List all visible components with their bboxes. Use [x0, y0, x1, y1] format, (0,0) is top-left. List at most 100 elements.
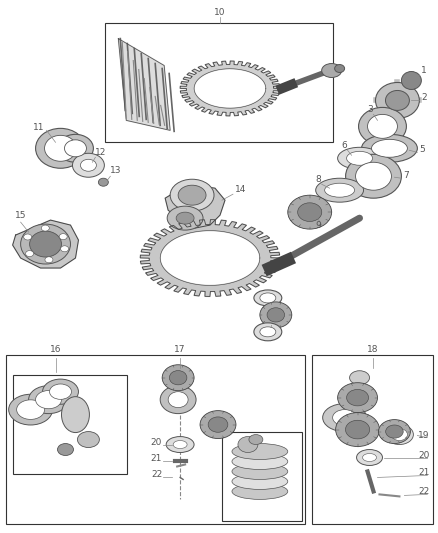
Polygon shape: [180, 61, 280, 116]
Ellipse shape: [9, 394, 53, 425]
Ellipse shape: [267, 308, 285, 322]
Ellipse shape: [254, 323, 282, 341]
Ellipse shape: [332, 410, 357, 425]
Ellipse shape: [178, 185, 206, 205]
Text: 7: 7: [403, 171, 409, 180]
Ellipse shape: [335, 64, 345, 72]
Ellipse shape: [386, 425, 403, 438]
Ellipse shape: [17, 400, 45, 419]
Ellipse shape: [338, 147, 381, 169]
Bar: [312, 355, 433, 524]
Ellipse shape: [298, 203, 322, 222]
Ellipse shape: [361, 134, 417, 162]
Text: 14: 14: [235, 185, 246, 194]
Ellipse shape: [99, 178, 108, 186]
Ellipse shape: [168, 392, 188, 408]
Text: 10: 10: [214, 8, 226, 17]
Ellipse shape: [260, 327, 276, 337]
Ellipse shape: [346, 151, 372, 165]
Ellipse shape: [232, 483, 288, 499]
Ellipse shape: [375, 83, 419, 118]
Text: 6: 6: [342, 141, 347, 150]
Polygon shape: [118, 38, 170, 131]
Ellipse shape: [346, 390, 368, 406]
Bar: [13, 375, 127, 474]
Ellipse shape: [57, 134, 93, 162]
Ellipse shape: [64, 140, 86, 157]
Ellipse shape: [323, 403, 367, 432]
Ellipse shape: [346, 154, 401, 198]
Ellipse shape: [254, 290, 282, 306]
Ellipse shape: [260, 302, 292, 328]
Ellipse shape: [60, 246, 69, 252]
Polygon shape: [165, 185, 225, 228]
Ellipse shape: [160, 386, 196, 414]
Text: 1: 1: [421, 66, 427, 75]
Ellipse shape: [357, 449, 382, 465]
Ellipse shape: [21, 224, 71, 264]
Ellipse shape: [385, 425, 413, 445]
Ellipse shape: [356, 162, 392, 190]
Ellipse shape: [392, 429, 407, 441]
Ellipse shape: [288, 195, 332, 229]
Ellipse shape: [232, 473, 288, 489]
Ellipse shape: [173, 441, 187, 449]
Ellipse shape: [359, 108, 406, 146]
Ellipse shape: [316, 178, 364, 202]
Bar: [222, 432, 302, 521]
Ellipse shape: [325, 183, 355, 197]
Ellipse shape: [49, 384, 71, 399]
Ellipse shape: [41, 225, 49, 231]
Ellipse shape: [350, 371, 370, 385]
Ellipse shape: [385, 91, 410, 110]
Bar: [106, 22, 332, 142]
Text: 20: 20: [418, 450, 429, 459]
Ellipse shape: [371, 139, 407, 157]
Text: 19: 19: [418, 431, 429, 440]
Ellipse shape: [346, 420, 370, 439]
Text: 21: 21: [418, 469, 429, 478]
Ellipse shape: [232, 454, 288, 470]
Text: 12: 12: [95, 148, 107, 157]
Text: 21: 21: [151, 455, 162, 464]
Ellipse shape: [336, 413, 379, 447]
Ellipse shape: [363, 454, 377, 462]
Ellipse shape: [166, 437, 194, 453]
Ellipse shape: [28, 386, 68, 414]
Ellipse shape: [59, 233, 67, 240]
Ellipse shape: [42, 379, 78, 404]
Polygon shape: [140, 220, 280, 296]
Ellipse shape: [238, 437, 258, 453]
Ellipse shape: [249, 434, 263, 445]
Text: 18: 18: [367, 345, 378, 354]
Ellipse shape: [232, 443, 288, 459]
Text: 8: 8: [316, 175, 321, 184]
Ellipse shape: [367, 115, 397, 139]
Ellipse shape: [72, 154, 104, 177]
Ellipse shape: [378, 419, 410, 443]
Ellipse shape: [170, 370, 187, 385]
Ellipse shape: [260, 293, 276, 303]
Ellipse shape: [321, 63, 342, 77]
Text: 22: 22: [151, 471, 162, 480]
Ellipse shape: [81, 159, 96, 171]
Ellipse shape: [57, 443, 74, 456]
Text: 13: 13: [110, 166, 122, 175]
Ellipse shape: [24, 234, 32, 240]
Text: 15: 15: [14, 211, 26, 220]
Ellipse shape: [25, 251, 34, 256]
Ellipse shape: [232, 464, 288, 480]
Text: 5: 5: [419, 146, 425, 154]
Ellipse shape: [162, 365, 194, 391]
Text: 3: 3: [367, 106, 373, 115]
Text: 9: 9: [316, 221, 321, 230]
Polygon shape: [13, 220, 78, 268]
Ellipse shape: [176, 212, 194, 224]
Ellipse shape: [338, 383, 378, 413]
Ellipse shape: [208, 417, 228, 432]
Text: 22: 22: [418, 487, 429, 496]
Ellipse shape: [35, 391, 61, 409]
Ellipse shape: [61, 397, 89, 433]
Ellipse shape: [78, 432, 99, 448]
Ellipse shape: [35, 128, 85, 168]
